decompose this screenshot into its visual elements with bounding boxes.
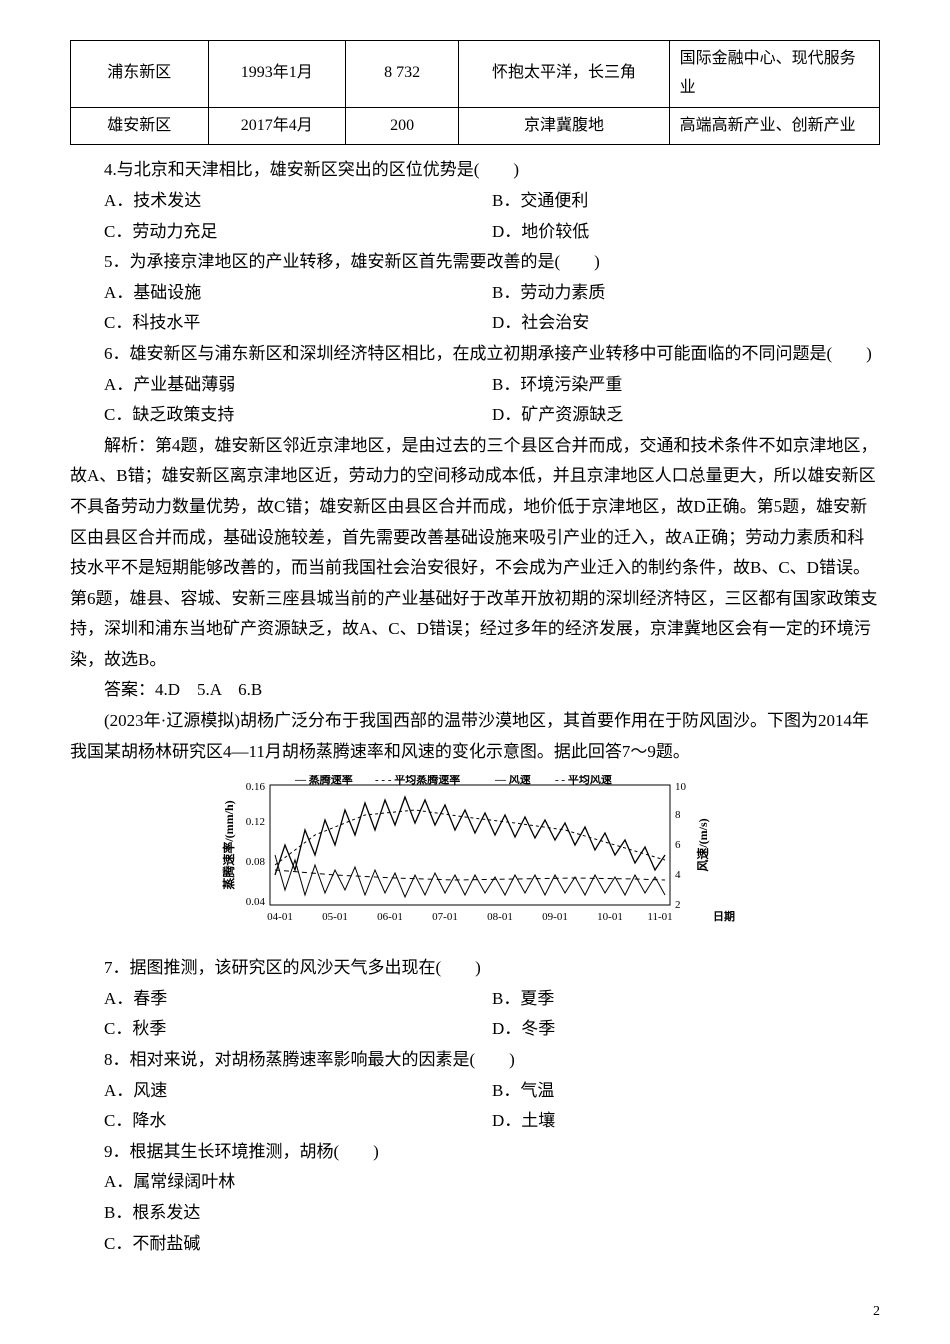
chart-svg: 0.16 0.12 0.08 0.04 10 8 6 4 2 蒸腾速率/(mm/… [215,775,735,945]
q5-opt-d: D．社会治安 [492,308,880,339]
legend-1: — 蒸腾速率 [294,775,353,786]
xtick: 09-01 [542,911,568,923]
xtick: 05-01 [322,911,348,923]
cell: 京津冀腹地 [459,107,669,145]
cell: 浦东新区 [71,41,209,108]
page-number: 2 [873,1299,880,1324]
q9-stem: 9．根据其生长环境推测，胡杨( ) [70,1137,880,1168]
ytick-left: 0.16 [246,781,266,793]
q9-opt-b: B．根系发达 [70,1198,880,1229]
xtick: 08-01 [487,911,513,923]
q4-options-cd: C．劳动力充足 D．地价较低 [70,217,880,248]
q8-stem: 8．相对来说，对胡杨蒸腾速率影响最大的因素是( ) [70,1045,880,1076]
xtick: 07-01 [432,911,458,923]
xtick: 04-01 [267,911,293,923]
q6-options-ab: A．产业基础薄弱 B．环境污染严重 [70,370,880,401]
q6-opt-c: C．缺乏政策支持 [104,400,492,431]
q8-opt-a: A．风速 [104,1076,492,1107]
ytick-left: 0.12 [246,816,265,828]
q6-opt-d: D．矿产资源缺乏 [492,400,880,431]
q8-opt-b: B．气温 [492,1076,880,1107]
table-row: 浦东新区 1993年1月 8 732 怀抱太平洋，长三角 国际金融中心、现代服务… [71,41,880,108]
wind-line [275,855,665,897]
cell: 高端高新产业、创新产业 [669,107,879,145]
ytick-right: 2 [675,899,681,911]
q6-options-cd: C．缺乏政策支持 D．矿产资源缺乏 [70,400,880,431]
avg-wind-line [275,870,665,880]
ytick-left: 0.04 [246,896,266,908]
xtick: 10-01 [597,911,623,923]
x-label: 日期/(月-日) [713,909,735,923]
q8-options-cd: C．降水 D．土壤 [70,1106,880,1137]
transpiration-line [275,797,665,875]
cell: 8 732 [346,41,459,108]
chart-container: 0.16 0.12 0.08 0.04 10 8 6 4 2 蒸腾速率/(mm/… [70,775,880,945]
q5-opt-b: B．劳动力素质 [492,278,880,309]
table-row: 雄安新区 2017年4月 200 京津冀腹地 高端高新产业、创新产业 [71,107,880,145]
cell: 国际金融中心、现代服务业 [669,41,879,108]
explanation-1: 解析：第4题，雄安新区邻近京津地区，是由过去的三个县区合并而成，交通和技术条件不… [70,431,880,676]
q8-opt-d: D．土壤 [492,1106,880,1137]
q5-options-cd: C．科技水平 D．社会治安 [70,308,880,339]
q6-stem: 6．雄安新区与浦东新区和深圳经济特区相比，在成立初期承接产业转移中可能面临的不同… [70,339,880,370]
q7-opt-d: D．冬季 [492,1014,880,1045]
xtick: 11-01 [647,911,672,923]
q9-opt-c: C．不耐盐碱 [70,1229,880,1260]
q5-opt-a: A．基础设施 [104,278,492,309]
q5-opt-c: C．科技水平 [104,308,492,339]
q4-opt-a: A．技术发达 [104,186,492,217]
y-left-label: 蒸腾速率/(mm/h) [221,801,236,890]
q7-opt-c: C．秋季 [104,1014,492,1045]
q6-opt-a: A．产业基础薄弱 [104,370,492,401]
q4-opt-b: B．交通便利 [492,186,880,217]
q4-opt-c: C．劳动力充足 [104,217,492,248]
legend-2: - - - 平均蒸腾速率 [375,775,460,786]
ytick-right: 10 [675,781,687,793]
q8-opt-c: C．降水 [104,1106,492,1137]
line-chart: 0.16 0.12 0.08 0.04 10 8 6 4 2 蒸腾速率/(mm/… [215,775,735,945]
q7-options-cd: C．秋季 D．冬季 [70,1014,880,1045]
legend-3: — 风速 [494,775,531,786]
q6-stem-text: 6．雄安新区与浦东新区和深圳经济特区相比，在成立初期承接产业转移中可能面临的不同… [104,344,872,363]
legend-4: - - 平均风速 [555,775,612,786]
q4-options-ab: A．技术发达 B．交通便利 [70,186,880,217]
q9-opt-a: A．属常绿阔叶林 [70,1167,880,1198]
q7-opt-b: B．夏季 [492,984,880,1015]
ytick-right: 8 [675,809,681,821]
q7-stem: 7．据图推测，该研究区的风沙天气多出现在( ) [70,953,880,984]
answer-1: 答案：4.D 5.A 6.B [70,675,880,706]
q5-stem: 5．为承接京津地区的产业转移，雄安新区首先需要改善的是( ) [70,247,880,278]
cell: 雄安新区 [71,107,209,145]
y-right-label: 风速/(m/s) [695,819,710,872]
q7-options-ab: A．春季 B．夏季 [70,984,880,1015]
q4-stem: 4.与北京和天津相比，雄安新区突出的区位优势是( ) [70,155,880,186]
cell: 2017年4月 [208,107,346,145]
cell: 怀抱太平洋，长三角 [459,41,669,108]
cell: 200 [346,107,459,145]
q6-opt-b: B．环境污染严重 [492,370,880,401]
intro-2: (2023年·辽源模拟)胡杨广泛分布于我国西部的温带沙漠地区，其首要作用在于防风… [70,706,880,767]
q8-options-ab: A．风速 B．气温 [70,1076,880,1107]
ytick-right: 6 [675,839,681,851]
xtick: 06-01 [377,911,403,923]
ytick-right: 4 [675,869,681,881]
comparison-table: 浦东新区 1993年1月 8 732 怀抱太平洋，长三角 国际金融中心、现代服务… [70,40,880,145]
cell: 1993年1月 [208,41,346,108]
q7-opt-a: A．春季 [104,984,492,1015]
q4-opt-d: D．地价较低 [492,217,880,248]
ytick-left: 0.08 [246,856,266,868]
q5-options-ab: A．基础设施 B．劳动力素质 [70,278,880,309]
